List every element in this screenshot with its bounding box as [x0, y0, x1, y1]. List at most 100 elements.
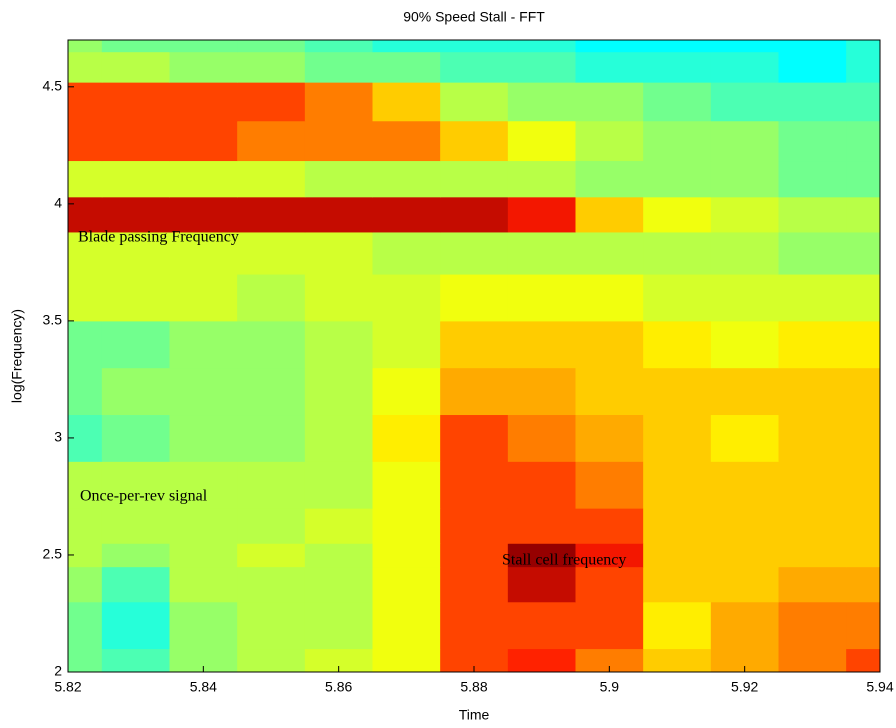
contour-cell — [643, 160, 712, 198]
contour-cell — [101, 601, 170, 650]
contour-cell — [575, 648, 644, 673]
contour-cell — [846, 120, 881, 162]
y-tick-label: 2.5 — [43, 546, 63, 562]
contour-cell — [575, 120, 644, 162]
contour-cell — [440, 367, 509, 416]
contour-cell — [372, 367, 441, 416]
contour-cell — [237, 461, 306, 509]
contour-cell — [237, 648, 306, 673]
contour-cell — [237, 231, 306, 275]
contour-cell — [237, 82, 306, 122]
contour-cell — [643, 543, 712, 568]
contour-cell — [68, 231, 103, 275]
contour-cell — [169, 367, 238, 416]
contour-cell — [710, 51, 779, 83]
contour-cell — [846, 51, 881, 83]
contour-cell — [372, 51, 441, 83]
contour-cell — [372, 648, 441, 673]
contour-cell — [846, 543, 881, 568]
contour-cell — [846, 648, 881, 673]
contour-cell — [643, 274, 712, 322]
contour-cell — [643, 461, 712, 509]
contour-cell — [304, 40, 373, 53]
contour-cell — [304, 196, 373, 233]
contour-cell — [507, 414, 576, 462]
contour-cell — [68, 196, 103, 233]
contour-cell — [575, 414, 644, 462]
contour-cell — [169, 543, 238, 568]
x-tick-label: 5.86 — [325, 679, 352, 695]
contour-cell — [169, 196, 238, 233]
contour-cell — [101, 414, 170, 462]
contour-cell — [643, 320, 712, 369]
contour-cell — [304, 120, 373, 162]
contour-cell — [778, 648, 847, 673]
contour-cell — [710, 274, 779, 322]
y-tick-label: 3.5 — [43, 312, 63, 328]
contour-cell — [304, 566, 373, 603]
contour-cell — [169, 231, 238, 275]
contour-cell — [778, 231, 847, 275]
contour-cell — [440, 120, 509, 162]
contour-cell — [507, 160, 576, 198]
contour-cell — [710, 320, 779, 369]
contour-cell — [575, 508, 644, 544]
contour-cell — [304, 274, 373, 322]
contour-cell — [778, 160, 847, 198]
contour-cell — [575, 601, 644, 650]
contour-cell — [846, 231, 881, 275]
x-tick-label: 5.92 — [731, 679, 758, 695]
contour-cell — [440, 566, 509, 603]
y-tick-label: 4.5 — [43, 78, 63, 94]
contour-cell — [237, 160, 306, 198]
contour-cell — [101, 160, 170, 198]
contour-cell — [304, 508, 373, 544]
contour-cell — [372, 40, 441, 53]
contour-cell — [304, 51, 373, 83]
contour-cell — [643, 120, 712, 162]
contour-cell — [440, 40, 509, 53]
contour-cell — [440, 231, 509, 275]
contour-cell — [710, 367, 779, 416]
contour-cell — [169, 566, 238, 603]
contour-cell — [101, 120, 170, 162]
contour-cell — [440, 414, 509, 462]
y-axis-label: log(Frequency) — [9, 309, 25, 403]
contour-cell — [643, 196, 712, 233]
contour-cell — [440, 160, 509, 198]
contour-cell — [68, 82, 103, 122]
y-tick-label: 3 — [54, 429, 62, 445]
contour-cell — [101, 274, 170, 322]
contour-cell — [304, 82, 373, 122]
contour-cell — [507, 196, 576, 233]
chart-title: 90% Speed Stall - FFT — [403, 9, 545, 25]
contour-cell — [778, 543, 847, 568]
contour-cell — [575, 367, 644, 416]
contour-cell — [575, 461, 644, 509]
contour-cell — [575, 51, 644, 83]
contour-cell — [710, 648, 779, 673]
contour-cell — [778, 320, 847, 369]
contour-cell — [101, 461, 170, 509]
contour-cell — [778, 367, 847, 416]
contour-cell — [101, 367, 170, 416]
contour-cell — [846, 320, 881, 369]
contour-cell — [169, 51, 238, 83]
contour-cell — [643, 51, 712, 83]
x-axis-label: Time — [459, 707, 490, 723]
contour-cell — [575, 82, 644, 122]
contour-cell — [643, 40, 712, 53]
contour-cell — [68, 601, 103, 650]
contour-cell — [643, 82, 712, 122]
contour-cell — [778, 508, 847, 544]
contour-cell — [507, 543, 576, 568]
contour-cell — [710, 566, 779, 603]
contour-cell — [440, 508, 509, 544]
contour-cell — [710, 160, 779, 198]
contour-cell — [778, 40, 847, 53]
y-tick-label: 2 — [54, 663, 62, 679]
contour-cell — [372, 414, 441, 462]
contour-cell — [101, 51, 170, 83]
contour-cell — [68, 320, 103, 369]
contour-cell — [237, 601, 306, 650]
